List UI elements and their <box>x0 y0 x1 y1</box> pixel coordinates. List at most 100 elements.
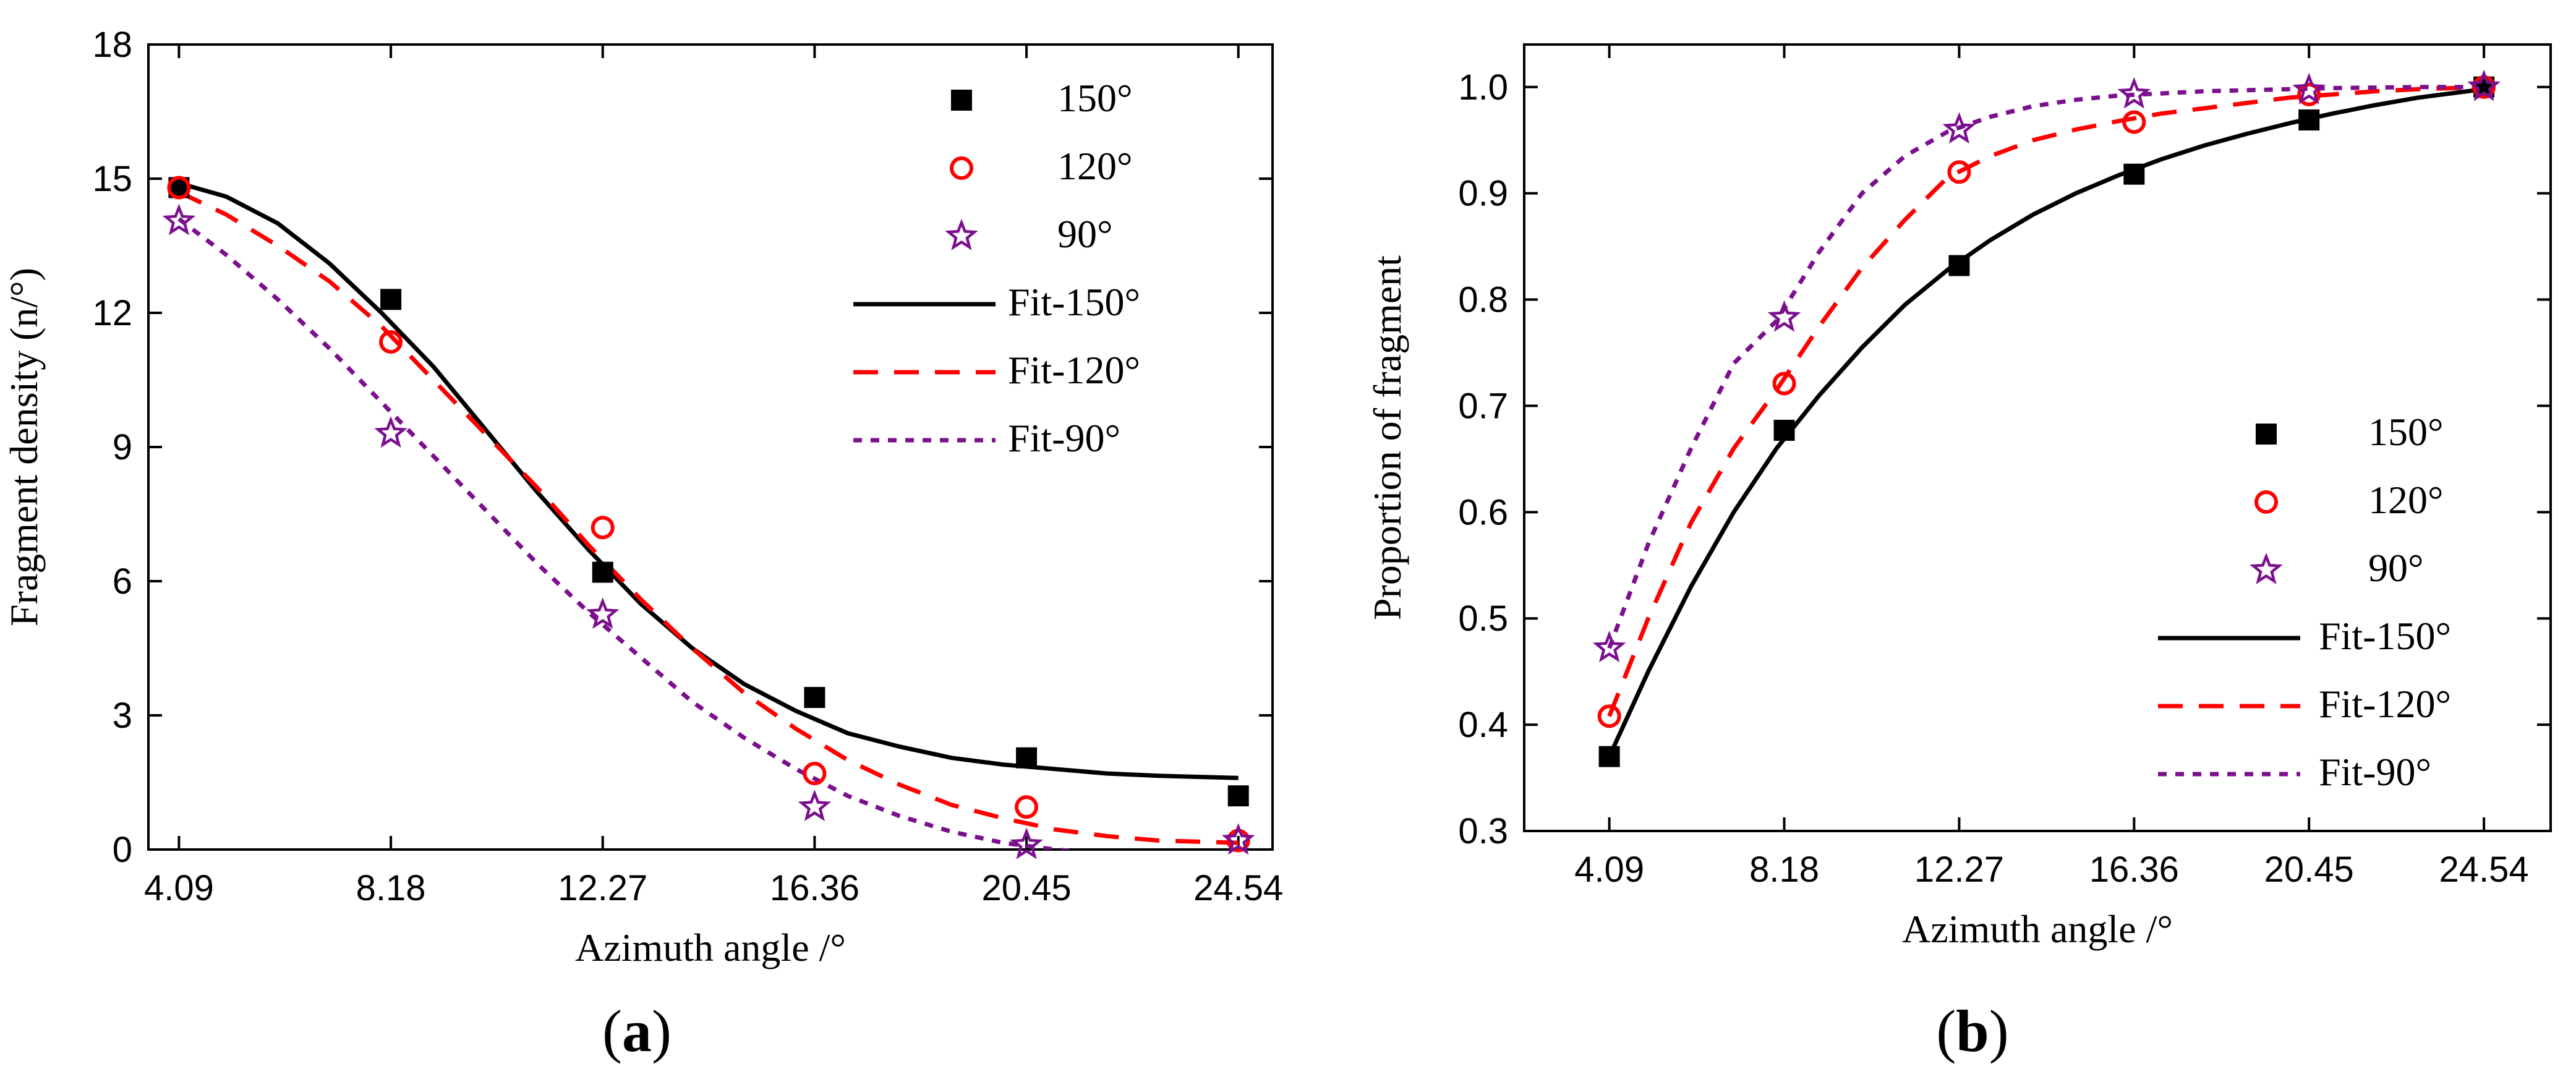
panel-label-paren: ( <box>1936 998 1956 1064</box>
panel-label-letter: a <box>622 998 652 1064</box>
y-tick-label: 0.3 <box>1458 811 1508 851</box>
y-tick-label: 1.0 <box>1458 67 1508 108</box>
y-tick-label: 15 <box>92 159 132 199</box>
legend-label: Fit-120° <box>2319 682 2451 726</box>
series-150 <box>1598 76 2495 767</box>
data-point <box>1597 704 1621 728</box>
data-point <box>1592 631 1626 663</box>
y-axis-title: Fragment density (n/°) <box>2 268 46 626</box>
x-tick-label: 4.09 <box>144 868 214 908</box>
data-point <box>804 687 825 709</box>
x-tick-label: 20.45 <box>981 868 1071 908</box>
x-tick-label: 24.54 <box>2439 850 2529 890</box>
data-point <box>2297 82 2321 106</box>
data-point <box>2467 69 2501 101</box>
data-point <box>2292 72 2326 104</box>
legend-marker <box>950 156 973 180</box>
data-point <box>1010 827 1043 859</box>
legend-label: 90° <box>1057 212 1113 256</box>
data-point <box>591 516 615 540</box>
legend-label: 150° <box>1057 76 1133 120</box>
data-point <box>162 203 196 236</box>
y-tick-label: 0.6 <box>1458 492 1508 532</box>
legend: 150° 120° 90° Fit-150° Fit-120° Fit-90° <box>2158 410 2451 794</box>
legend-marker <box>2250 552 2283 584</box>
y-tick-label: 0.5 <box>1458 599 1508 639</box>
data-point <box>380 289 402 310</box>
legend-marker <box>2256 424 2277 445</box>
data-point <box>1767 300 1801 332</box>
fit-curve-150 <box>178 181 1239 780</box>
fit-curve-90 <box>177 217 1080 850</box>
panel-label: (a) <box>602 998 672 1064</box>
legend-label: Fit-90° <box>1008 416 1120 460</box>
legend-label: Fit-120° <box>1008 348 1140 392</box>
x-axis-title: Azimuth angle /° <box>1902 907 2173 951</box>
series-150 <box>168 177 1249 807</box>
x-tick-label: 24.54 <box>1193 868 1283 908</box>
panel-b-chart: 4.09 8.18 12.27 16.36 20.45 24.54 0.3 0.4 0.5 0.6… <box>1365 43 2552 1064</box>
x-tick-label: 12.27 <box>1914 850 2004 890</box>
data-point <box>592 561 613 583</box>
legend-label: 120° <box>2368 478 2444 522</box>
series-90 <box>162 203 1255 859</box>
y-axis-title: Proportion of fragment <box>1365 255 1409 620</box>
fit-curve-90 <box>1607 85 2484 649</box>
legend-label: 120° <box>1057 144 1133 188</box>
data-point <box>1227 785 1249 807</box>
data-point <box>1772 372 1796 396</box>
data-point <box>2298 109 2320 131</box>
legend-label: Fit-90° <box>2319 750 2431 794</box>
data-point <box>803 762 827 786</box>
x-tick-label: 12.27 <box>558 868 647 908</box>
data-point <box>1015 795 1039 819</box>
data-point <box>379 330 403 354</box>
fit-curves <box>177 181 1239 850</box>
legend-label: Fit-150° <box>2319 614 2451 658</box>
data-point <box>1942 112 1976 144</box>
data-point <box>798 790 832 822</box>
panel-label-letter: b <box>1956 998 1989 1064</box>
legend-marker <box>2254 490 2278 514</box>
y-tick-label: 12 <box>92 293 132 333</box>
panel-label-paren: ) <box>652 998 672 1064</box>
x-tick-label: 20.45 <box>2264 850 2354 890</box>
x-tick-label: 8.18 <box>356 868 426 908</box>
data-point <box>374 416 407 448</box>
data-point <box>1773 419 1795 441</box>
data-point <box>1948 255 1970 276</box>
data-point <box>2123 163 2145 185</box>
y-tick-label: 18 <box>92 25 132 65</box>
y-tick-label: 9 <box>113 427 132 467</box>
legend-label: 90° <box>2368 546 2424 590</box>
y-tick-label: 0.9 <box>1458 174 1508 214</box>
panel-label-paren: ) <box>1989 998 2009 1064</box>
legend: 150° 120° 90° Fit-150° Fit-120° Fit-90° <box>853 76 1140 460</box>
x-tick-label: 4.09 <box>1574 850 1644 890</box>
y-tick-label: 6 <box>113 561 132 602</box>
panel-a-chart: 4.09 8.18 12.27 16.36 20.45 24.54 0 3 6 9 12 15 18 Az… <box>2 25 1283 1064</box>
data-point <box>2122 110 2146 134</box>
y-tick-label: 0.8 <box>1458 280 1508 320</box>
panel-label: (b) <box>1936 998 2008 1064</box>
x-axis-title: Azimuth angle /° <box>575 926 846 969</box>
y-tick-label: 3 <box>113 696 132 736</box>
y-tick-label: 0.7 <box>1458 386 1508 426</box>
legend-label: Fit-150° <box>1008 280 1140 324</box>
data-point <box>167 176 191 200</box>
x-tick-label: 8.18 <box>1749 850 1819 890</box>
legend-label: 150° <box>2368 410 2444 454</box>
data-point <box>1947 160 1971 184</box>
data-point <box>1221 823 1255 855</box>
y-tick-label: 0 <box>113 830 132 870</box>
x-tick-label: 16.36 <box>770 868 859 908</box>
legend-marker <box>951 90 972 111</box>
x-tick-label: 16.36 <box>2089 850 2179 890</box>
data-point <box>586 597 620 629</box>
series-90 <box>1592 69 2501 663</box>
plot-frame <box>1523 43 2552 832</box>
data-point <box>2117 77 2151 109</box>
panel-label-paren: ( <box>602 998 622 1064</box>
legend-marker <box>945 218 978 250</box>
